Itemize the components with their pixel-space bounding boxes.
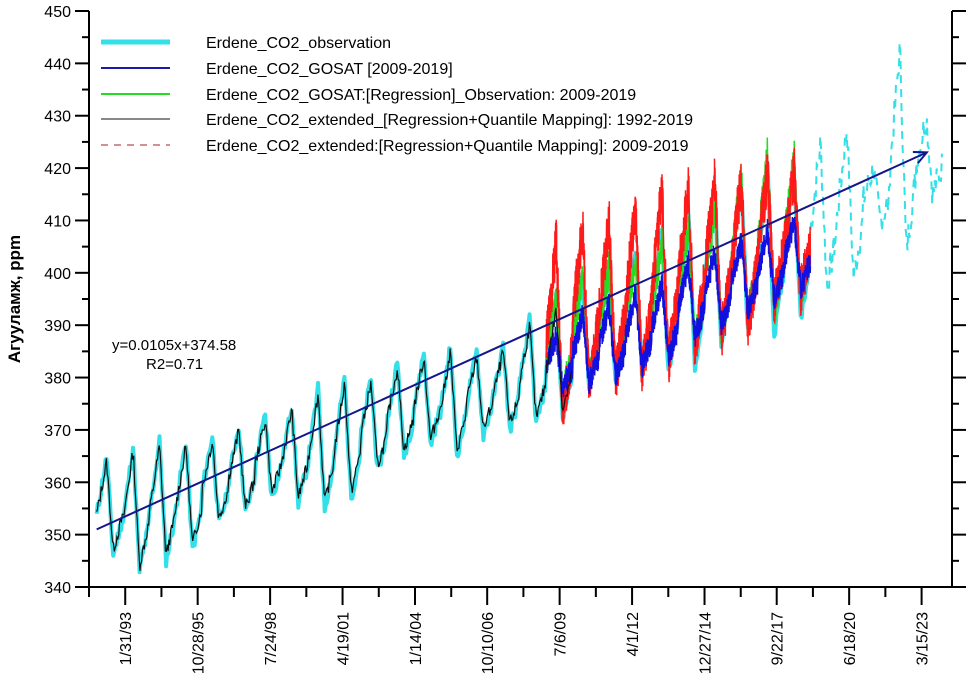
legend-label-extended: Erdene_CO2_extended_[Regression+Quantile… <box>206 112 693 129</box>
y-tick-label: 390 <box>44 318 71 335</box>
series-extended-1992-2019 <box>96 307 573 571</box>
legend-label-regression: Erdene_CO2_GOSAT:[Regression]_Observatio… <box>206 87 636 104</box>
legend-label-gosat: Erdene_CO2_GOSAT [2009-2019] <box>206 61 453 78</box>
x-tick-label: 12/27/14 <box>698 612 715 674</box>
trend-line <box>96 151 928 531</box>
x-tick-label: 7/6/09 <box>553 612 570 657</box>
x-tick-label: 4/1/12 <box>625 612 642 657</box>
x-tick-label: 9/22/17 <box>770 612 787 665</box>
y-tick-label: 400 <box>44 266 71 283</box>
y-ticks: 340 350 360 370 380 390 400 410 420 430 440 450 <box>44 4 966 597</box>
y-tick-label: 420 <box>44 161 71 178</box>
x-tick-label: 1/14/04 <box>408 612 425 665</box>
x-tick-label: 1/31/93 <box>118 612 135 665</box>
x-tick-label: 4/19/01 <box>336 612 353 665</box>
y-tick-label: 340 <box>44 580 71 597</box>
y-axis-label: Агууламж, ppm <box>5 235 24 363</box>
x-tick-label: 10/28/95 <box>191 612 208 674</box>
y-tick-label: 350 <box>44 528 71 545</box>
y-tick-label: 450 <box>44 4 71 21</box>
x-tick-label: 3/15/23 <box>915 612 932 665</box>
y-tick-label: 370 <box>44 423 71 440</box>
legend-label-observation: Erdene_CO2_observation <box>206 35 391 52</box>
x-tick-label: 6/18/20 <box>842 612 859 665</box>
legend: Erdene_CO2_observation Erdene_CO2_GOSAT … <box>101 35 693 155</box>
y-tick-label: 410 <box>44 213 71 230</box>
y-tick-label: 380 <box>44 371 71 388</box>
x-tick-label: 7/24/98 <box>263 612 280 665</box>
y-tick-label: 430 <box>44 109 71 126</box>
r-squared: R2=0.71 <box>146 356 203 373</box>
series-observation-dashed <box>809 42 943 294</box>
y-tick-label: 360 <box>44 475 71 492</box>
y-tick-label: 440 <box>44 56 71 73</box>
plot-area <box>94 42 943 575</box>
x-ticks: 1/31/93 10/28/95 7/24/98 4/19/01 1/14/04 10/1… <box>88 587 932 674</box>
legend-label-extended-2009: Erdene_CO2_extended:[Regression+Quantile… <box>206 138 689 155</box>
trend-arrowhead <box>912 151 929 164</box>
regression-equation: y=0.0105x+374.58 <box>112 337 236 354</box>
x-tick-label: 10/10/06 <box>480 612 497 674</box>
series-gosat <box>545 216 812 398</box>
